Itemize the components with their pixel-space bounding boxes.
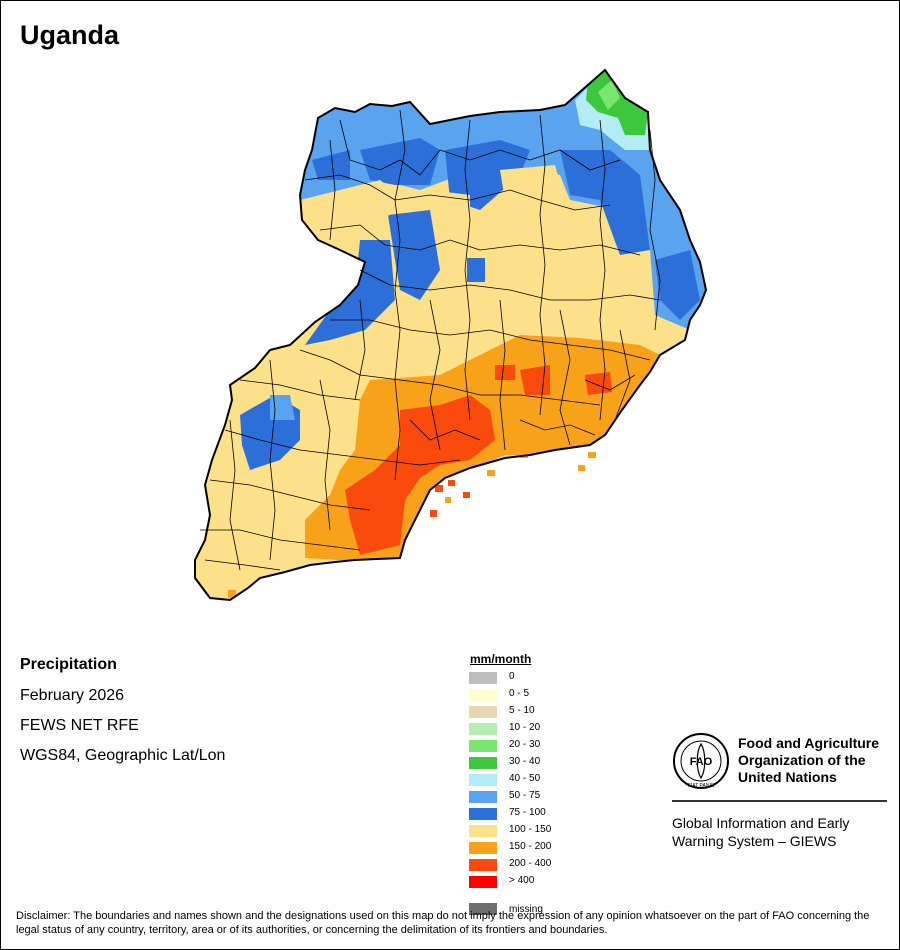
legend-swatch xyxy=(469,859,497,871)
legend-swatch xyxy=(469,723,497,735)
legend-label: 0 xyxy=(509,671,515,682)
data-source: FEWS NET RFE xyxy=(20,717,139,734)
logo-divider xyxy=(672,800,887,802)
legend-label: 75 - 100 xyxy=(509,807,546,818)
legend-label: 20 - 30 xyxy=(509,739,541,750)
map-theme: Precipitation xyxy=(20,656,117,673)
legend-swatch xyxy=(469,689,497,701)
map-title: Uganda xyxy=(20,20,120,50)
legend-label: 100 - 150 xyxy=(509,824,552,835)
disclaimer: Disclaimer: The boundaries and names sho… xyxy=(16,910,870,936)
fao-logo-icon: FAO FIAT PANIS xyxy=(673,733,729,789)
fao-logo-motto: FIAT PANIS xyxy=(688,783,715,789)
legend-label: 5 - 10 xyxy=(509,705,535,716)
legend-label: 10 - 20 xyxy=(509,722,541,733)
legend-label-missing: missing xyxy=(509,904,543,915)
rainfall-fill xyxy=(195,70,706,600)
precipitation-map xyxy=(194,68,708,602)
legend-swatch xyxy=(469,672,497,684)
map-period: February 2026 xyxy=(20,687,125,704)
legend-label: 0 - 5 xyxy=(509,688,530,699)
legend-swatch-missing xyxy=(469,903,497,915)
legend-label: 50 - 75 xyxy=(509,790,541,801)
legend-swatch xyxy=(469,740,497,752)
legend-swatch xyxy=(469,876,497,888)
giews-name: Global Information and Early Warning Sys… xyxy=(672,815,850,849)
legend-swatch xyxy=(469,774,497,786)
lake-victoria-shore xyxy=(399,444,591,559)
legend-swatch xyxy=(469,791,497,803)
organization-name: Food and Agriculture Organization of the… xyxy=(738,735,880,785)
fao-logo-text: FAO xyxy=(690,756,713,768)
legend-swatch xyxy=(469,757,497,769)
map-projection: WGS84, Geographic Lat/Lon xyxy=(20,747,226,764)
legend-label: 150 - 200 xyxy=(509,841,552,852)
legend-swatch xyxy=(469,842,497,854)
legend-swatch xyxy=(469,825,497,837)
legend-label: 40 - 50 xyxy=(509,773,541,784)
legend-label: 30 - 40 xyxy=(509,756,541,767)
district-boundaries xyxy=(200,109,661,571)
legend-label: > 400 xyxy=(509,875,535,886)
legend-label: 200 - 400 xyxy=(509,858,552,869)
legend-swatch xyxy=(469,706,497,718)
legend-swatch xyxy=(469,808,497,820)
legend-title: mm/month xyxy=(470,652,532,666)
